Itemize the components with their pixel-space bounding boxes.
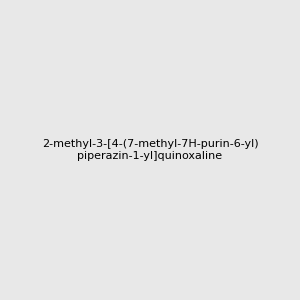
- Text: 2-methyl-3-[4-(7-methyl-7H-purin-6-yl)
piperazin-1-yl]quinoxaline: 2-methyl-3-[4-(7-methyl-7H-purin-6-yl) p…: [42, 139, 258, 161]
